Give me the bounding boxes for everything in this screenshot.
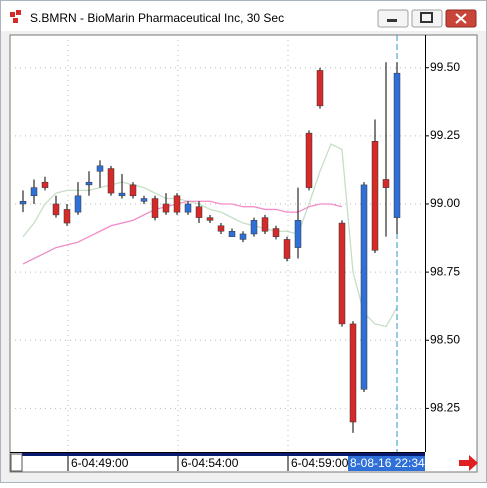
candle-body — [206, 217, 214, 221]
candle-body — [349, 323, 357, 423]
candle-body — [85, 181, 93, 186]
maximize-button[interactable] — [411, 9, 443, 28]
scroll-handle[interactable] — [10, 453, 23, 472]
candle-body — [283, 239, 291, 259]
candle-body — [272, 228, 280, 237]
close-button[interactable] — [445, 9, 477, 28]
window-title: S.BMRN - BioMarin Pharmaceutical Inc, 30… — [30, 11, 284, 25]
candle-body — [107, 168, 115, 194]
y-tick-label: 99.00 — [430, 196, 460, 210]
y-tick-label: 99.25 — [430, 128, 460, 142]
candle-body — [195, 206, 203, 218]
cursor-label-box — [348, 456, 425, 471]
window-icon — [10, 10, 21, 23]
y-tick-label: 98.75 — [430, 264, 460, 278]
chart-panel — [9, 34, 478, 473]
moving-average-line — [22, 143, 398, 328]
scroll-right-arrow[interactable] — [459, 455, 478, 471]
candle-body — [239, 233, 247, 240]
candle-body — [305, 132, 313, 188]
moving-average-line — [22, 200, 343, 265]
candle-body — [96, 165, 104, 172]
candle-body — [63, 209, 71, 224]
cursor-label: 8-08-16 22:34:00 — [350, 456, 442, 470]
candle-body — [184, 203, 192, 213]
candle-body — [294, 220, 302, 248]
candle-body — [52, 203, 60, 216]
candle-body — [382, 179, 390, 188]
candle-body — [151, 198, 159, 218]
y-tick-label: 99.50 — [430, 60, 460, 74]
candle-body — [338, 222, 346, 325]
candle-body — [360, 184, 368, 390]
candle-body — [19, 201, 27, 205]
candle-body — [371, 141, 379, 251]
y-tick-label: 98.50 — [430, 332, 460, 346]
candle-body — [30, 187, 38, 197]
time-scrollbar[interactable] — [22, 453, 425, 456]
x-tick-label: 6-04:59:00 — [291, 456, 349, 470]
candle-body — [393, 72, 401, 218]
candle-body — [228, 230, 236, 237]
candle-body — [41, 181, 49, 188]
candle-body — [261, 217, 269, 232]
x-tick-label: 6-04:54:00 — [181, 456, 239, 470]
candle-body — [173, 195, 181, 213]
candle-body — [250, 220, 258, 235]
x-tick-label: 6-04:49:00 — [71, 456, 129, 470]
y-tick-label: 98.25 — [430, 401, 460, 415]
candle-body — [118, 192, 126, 197]
candle-body — [217, 225, 225, 232]
candle-body — [140, 198, 148, 202]
candle-body — [129, 184, 137, 197]
candle-body — [74, 195, 82, 213]
candle-body — [162, 203, 170, 213]
candle-body — [316, 70, 324, 107]
minimize-button[interactable] — [377, 9, 409, 28]
